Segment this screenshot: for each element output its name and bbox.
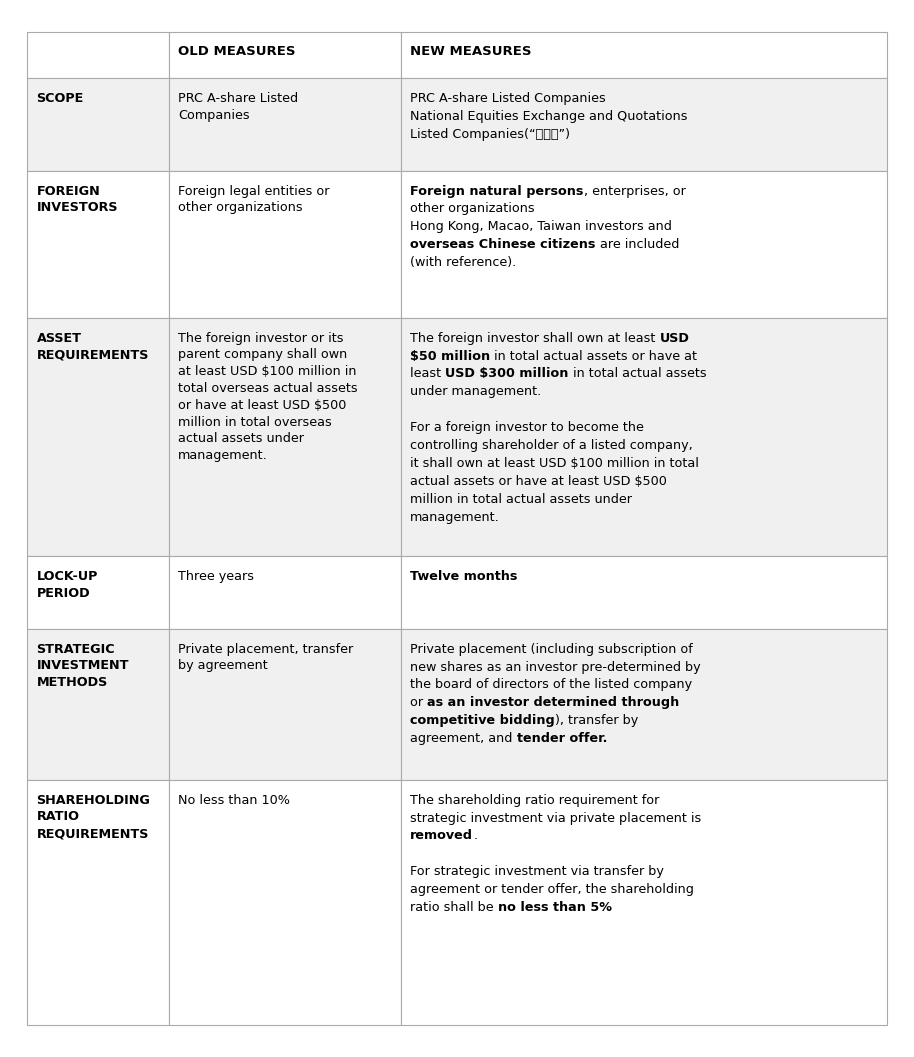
Text: controlling shareholder of a listed company,: controlling shareholder of a listed comp… bbox=[410, 440, 693, 452]
Text: tender offer.: tender offer. bbox=[516, 733, 607, 745]
Text: other organizations: other organizations bbox=[410, 203, 535, 216]
Bar bbox=[27, 78, 169, 171]
Bar bbox=[169, 78, 401, 171]
Bar bbox=[27, 318, 169, 556]
Text: National Equities Exchange and Quotations: National Equities Exchange and Quotation… bbox=[410, 110, 688, 123]
Text: Twelve months: Twelve months bbox=[410, 570, 517, 583]
Text: Private placement (including subscription of: Private placement (including subscriptio… bbox=[410, 643, 693, 655]
Text: NEW MEASURES: NEW MEASURES bbox=[410, 45, 532, 58]
Text: are included: are included bbox=[596, 239, 679, 252]
Text: no less than 5%: no less than 5% bbox=[498, 902, 611, 914]
Bar bbox=[169, 780, 401, 1025]
Text: Three years: Three years bbox=[178, 570, 254, 583]
Text: OLD MEASURES: OLD MEASURES bbox=[178, 45, 296, 58]
Text: least: least bbox=[410, 368, 445, 381]
Text: removed: removed bbox=[410, 830, 473, 842]
Text: LOCK-UP
PERIOD: LOCK-UP PERIOD bbox=[37, 570, 98, 600]
Text: actual assets or have at least USD $500: actual assets or have at least USD $500 bbox=[410, 476, 667, 488]
Text: in total actual assets: in total actual assets bbox=[569, 368, 707, 381]
Text: new shares as an investor pre-determined by: new shares as an investor pre-determined… bbox=[410, 661, 701, 673]
Text: or: or bbox=[410, 697, 428, 709]
Text: ), transfer by: ), transfer by bbox=[555, 715, 638, 727]
Bar bbox=[169, 629, 401, 780]
Text: Private placement, transfer
by agreement: Private placement, transfer by agreement bbox=[178, 643, 354, 672]
Text: under management.: under management. bbox=[410, 386, 541, 398]
Bar bbox=[27, 556, 169, 629]
Text: overseas Chinese citizens: overseas Chinese citizens bbox=[410, 239, 596, 252]
Bar bbox=[401, 318, 887, 556]
Text: $50 million: $50 million bbox=[410, 350, 491, 363]
Text: SCOPE: SCOPE bbox=[37, 92, 84, 105]
Text: Listed Companies(“新三板”): Listed Companies(“新三板”) bbox=[410, 128, 570, 141]
Bar bbox=[27, 629, 169, 780]
Text: in total actual assets or have at: in total actual assets or have at bbox=[491, 350, 697, 363]
Bar bbox=[27, 32, 169, 78]
Bar bbox=[401, 629, 887, 780]
Text: .: . bbox=[473, 830, 477, 842]
Text: SHAREHOLDING
RATIO
REQUIREMENTS: SHAREHOLDING RATIO REQUIREMENTS bbox=[37, 794, 151, 840]
Bar bbox=[169, 171, 401, 318]
Text: STRATEGIC
INVESTMENT
METHODS: STRATEGIC INVESTMENT METHODS bbox=[37, 643, 129, 689]
Text: The shareholding ratio requirement for: The shareholding ratio requirement for bbox=[410, 794, 660, 806]
Text: USD: USD bbox=[660, 332, 689, 345]
Text: For strategic investment via transfer by: For strategic investment via transfer by bbox=[410, 866, 664, 878]
Bar bbox=[401, 171, 887, 318]
Bar bbox=[169, 318, 401, 556]
Bar bbox=[27, 780, 169, 1025]
Text: (with reference).: (with reference). bbox=[410, 256, 516, 270]
Bar bbox=[169, 556, 401, 629]
Text: as an investor determined through: as an investor determined through bbox=[428, 697, 680, 709]
Bar bbox=[27, 171, 169, 318]
Text: PRC A-share Listed Companies: PRC A-share Listed Companies bbox=[410, 92, 606, 105]
Text: The foreign investor shall own at least: The foreign investor shall own at least bbox=[410, 332, 660, 345]
Text: Foreign legal entities or
other organizations: Foreign legal entities or other organiza… bbox=[178, 185, 330, 215]
Text: FOREIGN
INVESTORS: FOREIGN INVESTORS bbox=[37, 185, 118, 215]
Text: the board of directors of the listed company: the board of directors of the listed com… bbox=[410, 679, 693, 691]
Text: agreement, and: agreement, and bbox=[410, 733, 516, 745]
Text: No less than 10%: No less than 10% bbox=[178, 794, 291, 806]
Text: For a foreign investor to become the: For a foreign investor to become the bbox=[410, 422, 644, 434]
Text: The foreign investor or its
parent company shall own
at least USD $100 million i: The foreign investor or its parent compa… bbox=[178, 332, 358, 462]
Text: ratio shall be: ratio shall be bbox=[410, 902, 498, 914]
Text: ASSET
REQUIREMENTS: ASSET REQUIREMENTS bbox=[37, 332, 149, 361]
Text: PRC A-share Listed
Companies: PRC A-share Listed Companies bbox=[178, 92, 299, 122]
Text: strategic investment via private placement is: strategic investment via private placeme… bbox=[410, 812, 702, 824]
Bar bbox=[401, 78, 887, 171]
Text: USD $300 million: USD $300 million bbox=[445, 368, 569, 381]
Text: million in total actual assets under: million in total actual assets under bbox=[410, 493, 632, 506]
Text: , enterprises, or: , enterprises, or bbox=[584, 185, 686, 198]
Bar bbox=[401, 780, 887, 1025]
Bar bbox=[401, 556, 887, 629]
Text: Foreign natural persons: Foreign natural persons bbox=[410, 185, 584, 198]
Text: management.: management. bbox=[410, 511, 500, 524]
Text: competitive bidding: competitive bidding bbox=[410, 715, 555, 727]
Text: Hong Kong, Macao, Taiwan investors and: Hong Kong, Macao, Taiwan investors and bbox=[410, 221, 672, 234]
Bar bbox=[401, 32, 887, 78]
Bar bbox=[169, 32, 401, 78]
Text: agreement or tender offer, the shareholding: agreement or tender offer, the sharehold… bbox=[410, 884, 694, 896]
Text: it shall own at least USD $100 million in total: it shall own at least USD $100 million i… bbox=[410, 458, 699, 470]
